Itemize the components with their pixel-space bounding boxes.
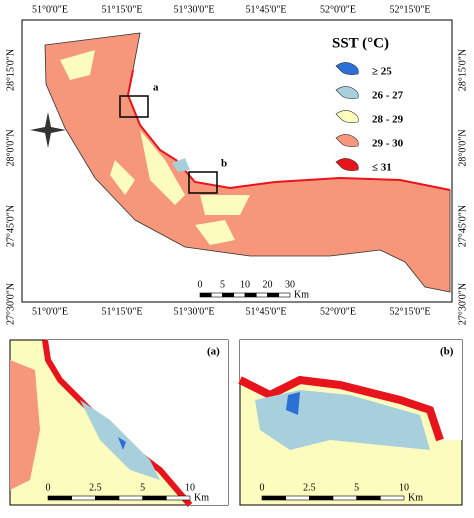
legend-label: ≥ 25: [372, 66, 392, 78]
legend-swatch: [335, 134, 359, 147]
lon-label: 51°45'0"E: [246, 306, 287, 317]
scale-bar: [278, 292, 291, 298]
scale-label: 10: [399, 482, 409, 493]
lon-label: 51°30'0"E: [174, 306, 215, 317]
lon-label: 51°15'0"E: [102, 306, 143, 317]
legend-label: 29 - 30: [372, 138, 404, 150]
inset-label: (a): [207, 346, 220, 358]
lon-label: 51°30'0"E: [174, 4, 215, 15]
scale-label: 2.5: [89, 482, 102, 493]
scale-bar: [332, 495, 357, 501]
scale-label: 2.5: [303, 482, 316, 493]
scale-bar: [261, 495, 286, 501]
legend-swatch: [335, 110, 359, 123]
scale-bar: [309, 495, 334, 501]
scale-bar: [380, 495, 405, 501]
scale-bar: [356, 495, 381, 501]
lat-label: 27°45'0"N: [5, 205, 16, 247]
scale-bar: [47, 495, 72, 501]
box-a: [119, 95, 149, 118]
scale-bar: [71, 495, 96, 501]
cold-patch: [118, 437, 126, 450]
lon-label: 51°0'0"E: [32, 4, 68, 15]
legend-label: 28 - 29: [372, 114, 404, 126]
lat-label: 27°45'0"N: [457, 205, 468, 247]
cool-patch: [172, 158, 190, 172]
legend-swatch: [335, 86, 359, 99]
scale-unit: Km: [294, 289, 309, 300]
lat-label: 28°15'0"N: [457, 49, 468, 91]
box-b: [188, 171, 218, 194]
box-label: a: [153, 82, 159, 94]
coast-warm: [238, 375, 444, 442]
scale-bar: [142, 495, 167, 501]
scale-bar: [285, 495, 310, 501]
legend-swatch: [335, 158, 359, 171]
scale-label: 5: [220, 279, 225, 290]
lat-label: 28°15'0"N: [5, 49, 16, 91]
lon-label: 52°15'0"E: [390, 306, 431, 317]
scale-label: 10: [240, 279, 250, 290]
cool-patches: [60, 50, 250, 245]
inset-label: (b): [440, 346, 454, 358]
scale-bar: [210, 292, 223, 298]
lon-label: 51°15'0"E: [102, 4, 143, 15]
scale-label: 30: [285, 279, 295, 290]
scale-bar: [255, 292, 268, 298]
scale-label: 20: [263, 279, 273, 290]
scale-label: 0: [260, 482, 265, 493]
coast-warm: [126, 69, 451, 191]
warm-patch: [10, 360, 40, 490]
lon-label: 51°45'0"E: [246, 4, 287, 15]
scale-label: 0: [46, 482, 51, 493]
scale-unit: Km: [194, 492, 209, 503]
scale-bar: [222, 292, 235, 298]
scale-bar: [267, 292, 280, 298]
legend-title: SST (°C): [332, 35, 389, 51]
scale-label: 10: [185, 482, 195, 493]
lat-label: 28°0'0"N: [457, 129, 468, 166]
land: [240, 340, 462, 440]
scale-bar: [118, 495, 143, 501]
scale-label: 5: [354, 482, 359, 493]
lon-label: 52°0'0"E: [320, 4, 356, 15]
lat-label: 27°30'0"N: [5, 283, 16, 325]
scale-bar: [199, 292, 212, 298]
scale-bar: [233, 292, 246, 298]
scale-unit: Km: [408, 492, 423, 503]
lon-label: 52°0'0"E: [320, 306, 356, 317]
cold-patch: [286, 392, 300, 415]
scale-label: 0: [198, 279, 203, 290]
legend-label: ≤ 31: [372, 162, 392, 174]
scale-bar: [244, 292, 257, 298]
compass-rose: [30, 112, 66, 148]
lon-label: 52°15'0"E: [390, 4, 431, 15]
scale-label: 5: [140, 482, 145, 493]
compass: [30, 112, 66, 148]
scale-bar: [166, 495, 191, 501]
scale-bar: [95, 495, 120, 501]
box-label: b: [221, 158, 227, 170]
lon-label: 51°0'0"E: [32, 306, 68, 317]
lat-label: 27°30'0"N: [457, 283, 468, 325]
legend-swatch: [335, 62, 359, 75]
lat-label: 28°0'0"N: [5, 129, 16, 166]
legend-label: 26 - 27: [372, 90, 404, 102]
